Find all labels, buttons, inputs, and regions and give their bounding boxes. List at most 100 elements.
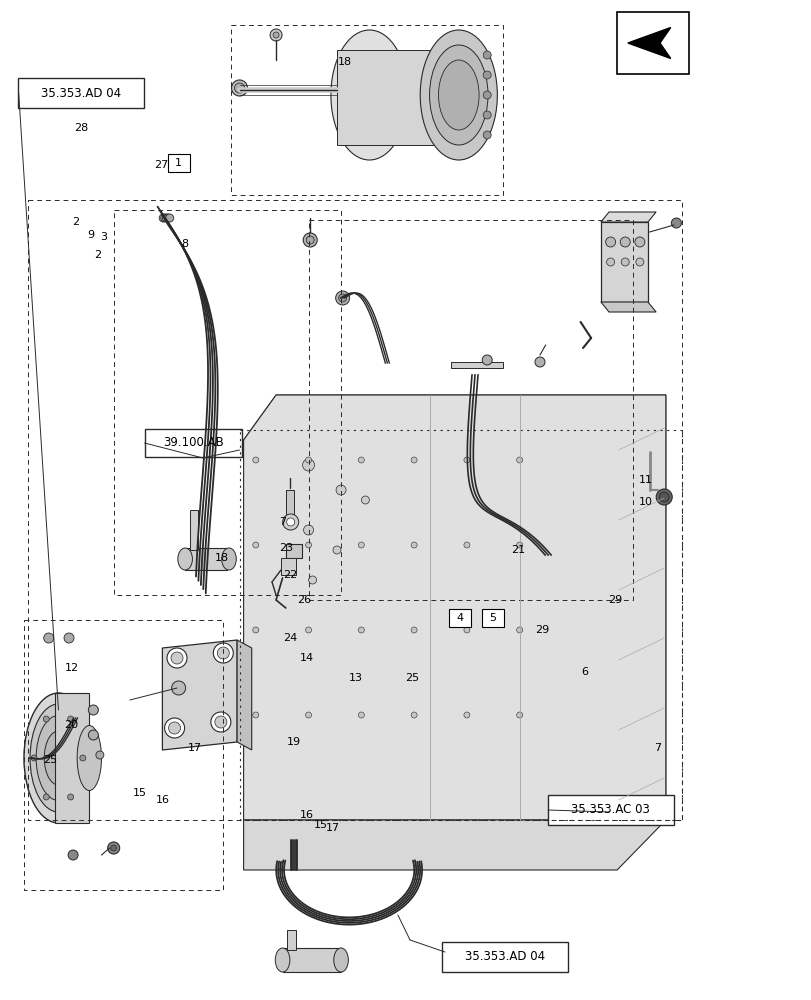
Circle shape [25, 752, 36, 764]
Bar [19, 78, 144, 108]
Circle shape [335, 291, 350, 305]
Polygon shape [281, 558, 296, 575]
Circle shape [358, 627, 364, 633]
Polygon shape [600, 222, 647, 302]
Circle shape [516, 542, 522, 548]
Circle shape [171, 652, 182, 664]
Circle shape [303, 459, 314, 471]
Circle shape [338, 294, 346, 302]
Circle shape [305, 457, 311, 463]
Circle shape [655, 489, 672, 505]
Polygon shape [600, 212, 655, 222]
Text: 6: 6 [581, 667, 587, 677]
Polygon shape [243, 395, 665, 440]
Circle shape [606, 258, 614, 266]
Circle shape [64, 633, 74, 643]
Text: 15: 15 [313, 820, 328, 830]
Bar [285, 490, 294, 520]
Bar [144, 429, 242, 457]
Circle shape [483, 111, 491, 119]
Circle shape [252, 457, 259, 463]
Circle shape [215, 716, 226, 728]
Circle shape [211, 712, 230, 732]
Circle shape [361, 496, 369, 504]
Polygon shape [190, 510, 198, 550]
Circle shape [620, 237, 629, 247]
Circle shape [483, 71, 491, 79]
Circle shape [463, 542, 470, 548]
Circle shape [516, 627, 522, 633]
Ellipse shape [221, 548, 236, 570]
Circle shape [410, 457, 417, 463]
Text: 29: 29 [607, 595, 622, 605]
Circle shape [306, 236, 314, 244]
Text: 2: 2 [72, 217, 79, 227]
Polygon shape [162, 640, 237, 750]
Text: 35.353.AC 03: 35.353.AC 03 [570, 803, 650, 816]
Bar [448, 609, 471, 627]
Text: 21: 21 [510, 545, 525, 555]
Polygon shape [243, 395, 665, 820]
Polygon shape [287, 930, 295, 950]
Circle shape [79, 755, 86, 761]
Circle shape [165, 718, 184, 738]
Circle shape [305, 712, 311, 718]
Polygon shape [627, 28, 670, 59]
Circle shape [68, 850, 78, 860]
Text: 24: 24 [283, 633, 298, 643]
Text: 7: 7 [279, 517, 285, 527]
Circle shape [108, 842, 119, 854]
Circle shape [110, 845, 117, 851]
Circle shape [231, 80, 247, 96]
Circle shape [308, 576, 316, 584]
Text: 18: 18 [214, 553, 229, 563]
Text: 22: 22 [283, 570, 298, 580]
Text: 25: 25 [405, 673, 419, 683]
Circle shape [336, 485, 345, 495]
Circle shape [88, 730, 98, 740]
Circle shape [303, 525, 313, 535]
Circle shape [305, 542, 311, 548]
Circle shape [463, 627, 470, 633]
Polygon shape [282, 948, 341, 972]
Text: 35.353.AD 04: 35.353.AD 04 [41, 87, 121, 100]
Circle shape [358, 712, 364, 718]
Circle shape [272, 32, 279, 38]
Text: 11: 11 [637, 475, 652, 485]
Text: 1: 1 [175, 158, 182, 168]
Circle shape [67, 716, 74, 722]
Circle shape [234, 83, 244, 93]
Text: 10: 10 [637, 497, 652, 507]
Circle shape [516, 457, 522, 463]
Circle shape [252, 627, 259, 633]
Circle shape [86, 737, 96, 747]
Text: 29: 29 [534, 625, 549, 635]
Bar [616, 12, 688, 74]
Text: 8: 8 [182, 239, 188, 249]
Circle shape [358, 457, 364, 463]
Circle shape [217, 647, 229, 659]
Circle shape [167, 648, 187, 668]
Circle shape [305, 627, 311, 633]
Ellipse shape [24, 693, 92, 823]
Ellipse shape [420, 30, 496, 160]
Text: 7: 7 [654, 743, 660, 753]
Text: 18: 18 [337, 57, 352, 67]
Polygon shape [450, 362, 503, 368]
Text: 19: 19 [286, 737, 301, 747]
Circle shape [252, 542, 259, 548]
Circle shape [282, 514, 298, 530]
Circle shape [516, 712, 522, 718]
Circle shape [75, 721, 84, 729]
Polygon shape [616, 395, 665, 820]
Circle shape [634, 237, 644, 247]
Text: 17: 17 [187, 743, 202, 753]
Text: 20: 20 [64, 720, 79, 730]
Circle shape [605, 237, 615, 247]
Ellipse shape [333, 948, 348, 972]
Text: 39.100.AB: 39.100.AB [163, 436, 223, 450]
Circle shape [659, 492, 668, 502]
Polygon shape [600, 302, 655, 312]
Text: 14: 14 [299, 653, 314, 663]
Ellipse shape [77, 726, 101, 790]
